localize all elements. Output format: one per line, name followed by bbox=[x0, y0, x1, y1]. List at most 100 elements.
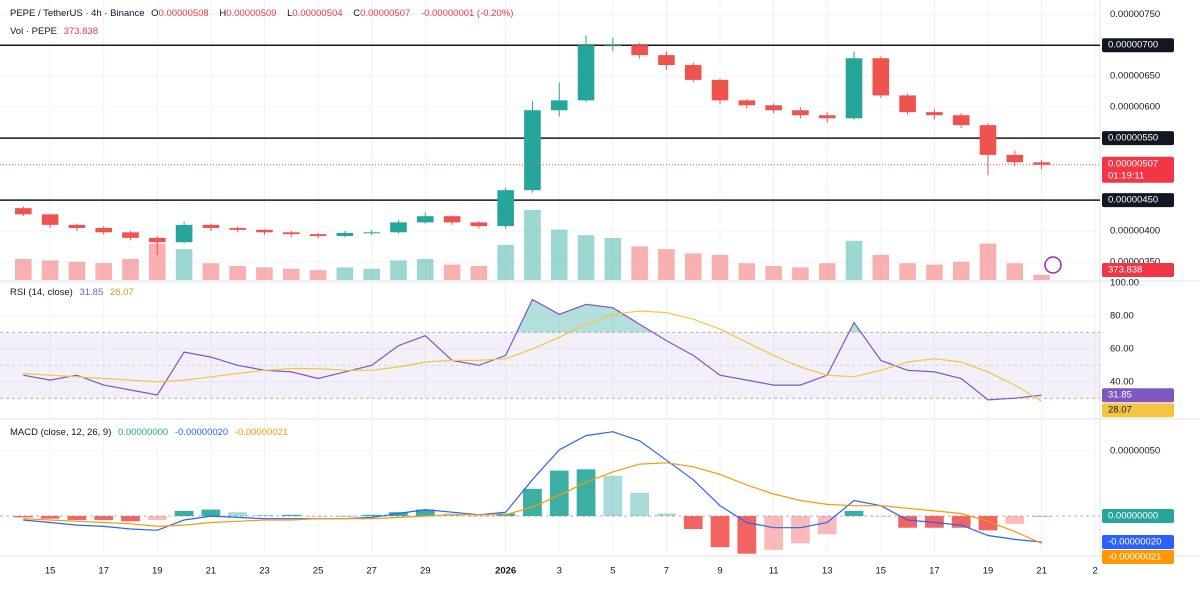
level-label-box bbox=[1102, 131, 1174, 146]
candle-body bbox=[443, 216, 461, 223]
histogram-bar bbox=[255, 514, 274, 517]
x-tick-label: 3 bbox=[557, 566, 562, 577]
y-tick-label: 0.00000400 bbox=[1110, 226, 1160, 237]
candle-body bbox=[926, 112, 943, 116]
candle-body bbox=[497, 190, 514, 227]
candle-body bbox=[550, 100, 568, 111]
candle-body bbox=[229, 227, 246, 230]
macd-last-value-box bbox=[1102, 509, 1174, 524]
rsi-line bbox=[23, 310, 1042, 402]
candle-body bbox=[765, 105, 782, 111]
volume-bar bbox=[175, 249, 193, 280]
x-tick-label: 15 bbox=[45, 566, 56, 577]
candle-body bbox=[738, 100, 756, 106]
histogram-bar bbox=[335, 516, 355, 517]
candle-body bbox=[390, 222, 407, 233]
ohlc: O0.00000508 bbox=[151, 8, 213, 19]
candle-body bbox=[952, 115, 970, 126]
x-tick-label: 29 bbox=[420, 566, 431, 577]
macd-last-value: -0.00000020 bbox=[1108, 537, 1161, 548]
x-tick-label: 21 bbox=[206, 566, 217, 577]
x-tick-label: 9 bbox=[717, 566, 722, 577]
histogram-bar bbox=[603, 475, 623, 517]
x-tick-label: 27 bbox=[366, 566, 377, 577]
candle-body bbox=[68, 224, 86, 228]
y-tick-label: 100.00 bbox=[1110, 278, 1139, 289]
macd-legend: MACD (close, 12, 26, 9) 0.00000000 -0.00… bbox=[10, 427, 292, 438]
volume-bar bbox=[282, 268, 300, 280]
histogram-bar bbox=[549, 470, 569, 517]
rsi-legend: RSI (14, close) 31.85 28.07 bbox=[10, 287, 138, 298]
price-legend: PEPE / TetherUS · 4h · Binance O0.000005… bbox=[10, 8, 517, 19]
histogram-bar bbox=[576, 469, 596, 517]
volume-bar bbox=[363, 268, 380, 280]
candle-body bbox=[336, 232, 354, 237]
candle-body bbox=[95, 227, 113, 233]
ohlc-value: 0.00000504 bbox=[292, 8, 343, 19]
y-tick-label: 0.00000350 bbox=[1110, 257, 1160, 268]
candle-body bbox=[256, 229, 273, 233]
level-label: 0.00000550 bbox=[1108, 133, 1158, 144]
histogram-bar bbox=[147, 516, 167, 520]
ohlc: C0.00000507 bbox=[353, 8, 414, 19]
macd-last-value-box bbox=[1102, 535, 1174, 550]
histogram-bar bbox=[683, 516, 703, 530]
ohlc: H0.00000509 bbox=[219, 8, 280, 19]
candle-body bbox=[872, 58, 890, 96]
candle-body bbox=[818, 115, 836, 119]
histogram-bar bbox=[174, 510, 194, 517]
histogram-bar bbox=[415, 509, 435, 517]
histogram-bar bbox=[871, 516, 891, 517]
candle-body bbox=[175, 224, 193, 243]
volume-bar bbox=[765, 266, 782, 280]
histogram-bar bbox=[228, 512, 248, 517]
volume-bar bbox=[390, 260, 407, 280]
volume-bar bbox=[122, 259, 139, 280]
symbol: PEPE / TetherUS · 4h · Binance bbox=[10, 8, 145, 19]
candle-body bbox=[1006, 154, 1024, 163]
volume-bar bbox=[524, 210, 541, 280]
candle-body bbox=[1033, 162, 1050, 165]
volume-bar bbox=[577, 235, 595, 280]
level-label: 0.00000700 bbox=[1108, 40, 1158, 51]
histogram-bar bbox=[308, 516, 328, 517]
x-tick-label: 17 bbox=[929, 566, 940, 577]
volume-bar bbox=[229, 266, 246, 280]
macd-last-value: -0.00000021 bbox=[1108, 552, 1161, 563]
volume-bar bbox=[711, 254, 729, 280]
countdown: 01:19:11 bbox=[1108, 170, 1144, 181]
histogram-bar bbox=[362, 514, 382, 517]
x-tick-label: 19 bbox=[152, 566, 163, 577]
volume-label-box bbox=[1102, 263, 1174, 277]
histogram-bar bbox=[67, 516, 87, 520]
histogram-bar bbox=[201, 509, 221, 517]
volume-bar bbox=[202, 263, 220, 280]
y-tick-label: 0.00000750 bbox=[1110, 9, 1160, 20]
y-tick-label: 0.00000050 bbox=[1110, 446, 1160, 457]
histogram-bar bbox=[817, 516, 837, 535]
volume-bar bbox=[631, 246, 648, 280]
volume-legend: Vol · PEPE 373.838 bbox=[10, 26, 102, 37]
x-tick-label: 21 bbox=[1036, 566, 1047, 577]
histogram-bar bbox=[737, 516, 757, 554]
macd-title: MACD (close, 12, 26, 9) bbox=[10, 427, 112, 438]
volume-bar bbox=[738, 263, 756, 280]
histogram-bar bbox=[630, 492, 650, 517]
x-tick-label: 13 bbox=[822, 566, 833, 577]
x-tick-label: 23 bbox=[259, 566, 270, 577]
candle-body bbox=[845, 58, 863, 119]
volume-bar bbox=[443, 264, 461, 280]
level-label: 0.00000450 bbox=[1108, 195, 1158, 206]
candle-body bbox=[631, 45, 648, 56]
histogram-bar bbox=[791, 516, 810, 544]
x-tick-label: 5 bbox=[610, 566, 615, 577]
ohlc-key: O bbox=[151, 8, 159, 19]
ohlc-value: 0.00000508 bbox=[158, 8, 209, 19]
level-label-box bbox=[1102, 38, 1174, 53]
x-tick-label: 2026 bbox=[495, 566, 516, 577]
histogram-bar bbox=[657, 513, 676, 517]
volume-bar bbox=[979, 243, 997, 280]
volume-value: 373.838 bbox=[63, 26, 98, 37]
level-label-box bbox=[1102, 193, 1174, 208]
candle-body bbox=[658, 55, 675, 66]
